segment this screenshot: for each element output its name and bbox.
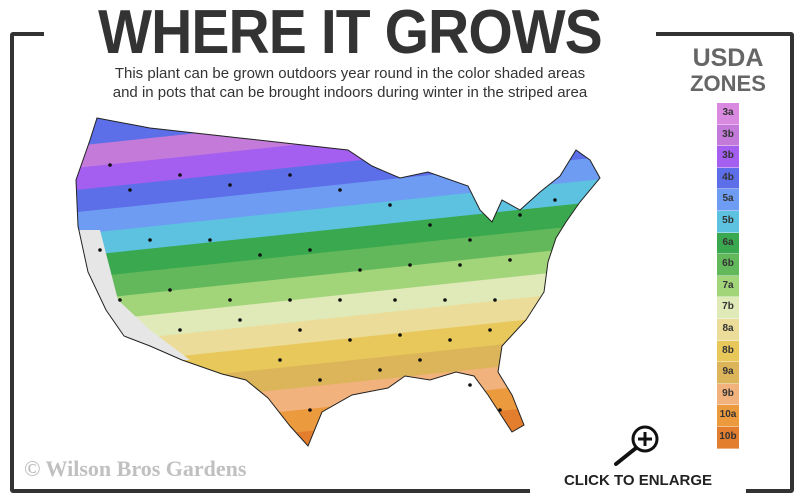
- zoom-in-magnifier-icon[interactable]: [610, 422, 666, 468]
- city-dot: [358, 268, 362, 272]
- legend-zone-8b: 8b: [717, 340, 739, 363]
- city-dot: [448, 338, 452, 342]
- city-dot: [208, 238, 212, 242]
- city-dot: [553, 198, 557, 202]
- city-dot: [298, 328, 302, 332]
- legend-zone-7a: 7a: [717, 275, 739, 298]
- city-dot: [288, 173, 292, 177]
- city-dot: [338, 188, 342, 192]
- city-dot: [278, 358, 282, 362]
- legend-zone-6a: 6a: [717, 232, 739, 255]
- city-dot: [168, 288, 172, 292]
- zone-band-7b: [76, 261, 600, 350]
- city-dot: [228, 298, 232, 302]
- city-dot: [398, 333, 402, 337]
- legend-title-usda: USDA: [692, 44, 764, 72]
- city-dot: [518, 213, 522, 217]
- city-dot: [378, 368, 382, 372]
- city-dot: [443, 298, 447, 302]
- legend-zone-3b: 3b: [717, 124, 739, 147]
- page-title: WHERE IT GROWS: [98, 0, 603, 67]
- frame-gap-title: [44, 20, 656, 44]
- city-dot: [128, 188, 132, 192]
- legend-zone-9b: 9b: [717, 383, 739, 406]
- city-dot: [493, 298, 497, 302]
- city-dot: [468, 383, 472, 387]
- city-dot: [178, 173, 182, 177]
- city-dot: [258, 253, 262, 257]
- legend-zone-6b: 6b: [717, 254, 739, 276]
- city-dot: [408, 263, 412, 267]
- subtitle: This plant can be grown outdoors year ro…: [40, 64, 660, 102]
- subtitle-line-1: This plant can be grown outdoors year ro…: [114, 65, 586, 82]
- legend-zone-5a: 5a: [717, 189, 739, 211]
- copyright-watermark: © Wilson Bros Gardens: [24, 456, 247, 481]
- subtitle-line-2: and in pots that can be brought indoors …: [112, 84, 588, 101]
- zone-band-6a: [76, 195, 600, 284]
- city-dot: [308, 408, 312, 412]
- legend-zone-10a: 10a: [717, 405, 739, 427]
- legend-title: USDA ZONES: [676, 44, 780, 97]
- city-dot: [288, 298, 292, 302]
- legend-zone-7b: 7b: [717, 297, 739, 319]
- city-dot: [228, 183, 232, 187]
- city-dot: [308, 248, 312, 252]
- legend-zone-4b: 4b: [717, 167, 739, 190]
- city-dot: [488, 328, 492, 332]
- city-dot: [178, 328, 182, 332]
- zone-band-7a: [76, 239, 600, 328]
- legend-zone-8a: 8a: [717, 318, 739, 341]
- click-to-enlarge-button[interactable]: CLICK TO ENLARGE: [530, 466, 746, 500]
- city-dot: [148, 238, 152, 242]
- city-dots: [98, 163, 557, 412]
- city-dot: [108, 163, 112, 167]
- city-dot: [418, 358, 422, 362]
- city-dot: [318, 378, 322, 382]
- city-dot: [508, 258, 512, 262]
- legend-title-zones: ZONES: [690, 71, 766, 96]
- city-dot: [338, 298, 342, 302]
- city-dot: [388, 203, 392, 207]
- city-dot: [348, 338, 352, 342]
- city-dot: [428, 223, 432, 227]
- city-dot: [98, 248, 102, 252]
- zone-band-6b: [76, 217, 600, 306]
- legend-zone-3b: 3b: [717, 146, 739, 168]
- zone-band-8a: [76, 283, 600, 371]
- legend-zone-5b: 5b: [717, 210, 739, 233]
- legend-zone-10b: 10b: [717, 426, 739, 449]
- legend-zone-9a: 9a: [717, 362, 739, 384]
- city-dot: [118, 298, 122, 302]
- city-dot: [393, 298, 397, 302]
- city-dot: [238, 318, 242, 322]
- city-dot: [468, 238, 472, 242]
- legend-zone-3a: 3a: [717, 103, 739, 125]
- city-dot: [498, 408, 502, 412]
- city-dot: [458, 263, 462, 267]
- zone-legend: 3a 3b 3b 4b 5a 5b 6a 6b 7a 7b 8a 8b 9a 9b 10a 10b: [717, 103, 739, 449]
